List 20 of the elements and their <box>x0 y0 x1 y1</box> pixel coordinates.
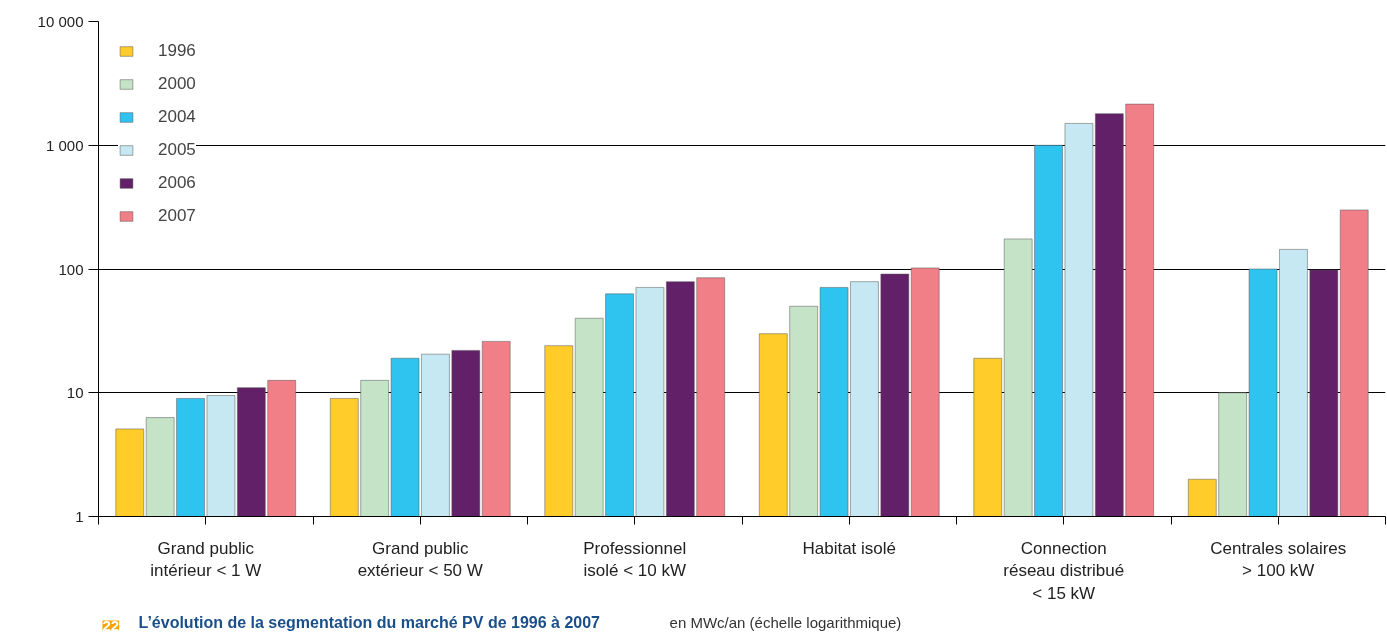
y-tick-label: 100 <box>58 260 84 278</box>
x-tick-label: Centrales solaires > 100 kW <box>1210 538 1347 581</box>
legend-label: 2005 <box>158 140 196 160</box>
x-tick-label: Habitat isolé <box>802 538 897 558</box>
legend-label: 2004 <box>158 107 196 127</box>
text: L’évolution de la segmentation du marché PV de 1996 à 2007 <box>138 613 601 631</box>
y-tick-label: 1 000 <box>45 136 84 154</box>
x-tick-label: Professionnel isolé < 10 kW <box>583 538 687 581</box>
y-tick-label: 1 <box>75 508 84 525</box>
x-tick-label: Grand public extérieur < 50 W <box>357 538 483 581</box>
x-tick-label: Grand public intérieur < 1 W <box>150 538 262 581</box>
text: 22 <box>102 616 120 634</box>
y-tick-label: 10 <box>66 384 84 402</box>
legend-label: 2000 <box>158 74 196 94</box>
y-tick-label: 10 000 <box>37 13 84 30</box>
x-tick-label: Connection réseau distribué < 15 kW <box>1003 538 1125 604</box>
legend-label: 2006 <box>158 173 196 193</box>
text: en MWc/an (échelle logarithmique) <box>669 613 902 631</box>
legend-label: 2007 <box>158 206 196 226</box>
legend-label: 1996 <box>158 41 196 61</box>
